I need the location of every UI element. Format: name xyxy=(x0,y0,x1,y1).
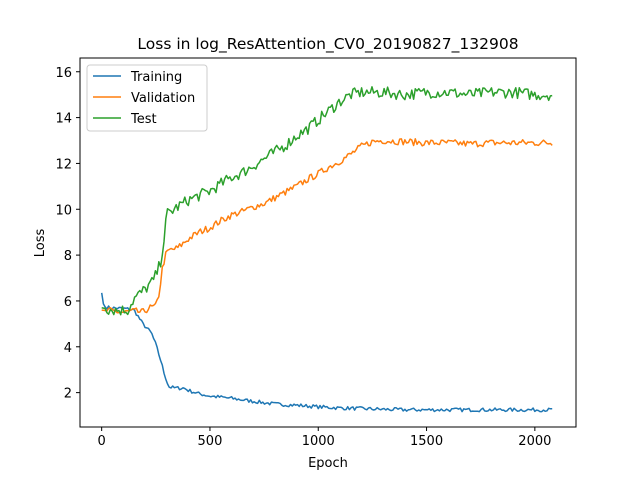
y-tick-label: 14 xyxy=(55,112,72,127)
x-tick-label: 500 xyxy=(198,434,223,449)
legend-box xyxy=(86,64,208,132)
x-tick-label: 2000 xyxy=(518,434,551,449)
legend-label-test: Test xyxy=(130,112,157,127)
x-tick-label: 1500 xyxy=(410,434,443,449)
y-tick-label: 6 xyxy=(64,295,72,310)
y-tick-label: 2 xyxy=(64,387,72,402)
plot-area-frame xyxy=(79,57,577,428)
chart-title: Loss in log_ResAttention_CV0_20190827_13… xyxy=(137,35,518,54)
legend-label-validation: Validation xyxy=(131,91,195,106)
series-line-test xyxy=(101,86,553,316)
legend: Training Validation Test xyxy=(86,64,208,132)
x-tick-label: 0 xyxy=(98,434,106,449)
x-tick-label: 1000 xyxy=(302,434,335,449)
series-line-validation xyxy=(101,138,553,314)
series-line-training xyxy=(100,292,553,413)
y-axis-ticks: 2 4 6 8 10 12 14 16 xyxy=(55,66,80,402)
legend-label-training: Training xyxy=(130,70,182,85)
series-layer xyxy=(100,86,553,413)
y-tick-label: 4 xyxy=(64,341,72,356)
x-axis-ticks: 0 500 1000 1500 2000 xyxy=(98,427,551,449)
y-tick-label: 10 xyxy=(55,203,72,218)
y-tick-label: 16 xyxy=(55,66,72,81)
x-axis-label: Epoch xyxy=(308,456,348,471)
y-axis-label: Loss xyxy=(33,229,48,258)
y-tick-label: 12 xyxy=(55,157,72,172)
y-tick-label: 8 xyxy=(64,249,72,264)
